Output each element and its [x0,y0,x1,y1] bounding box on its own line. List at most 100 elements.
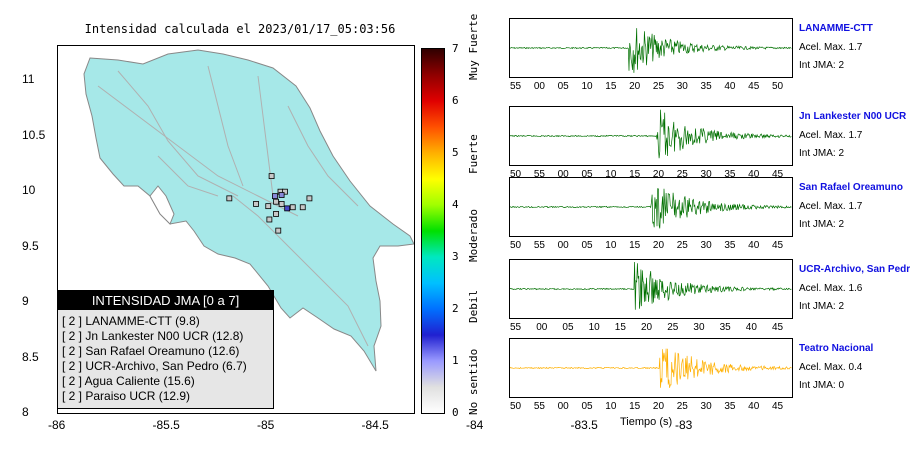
trace-time-tick: 20 [652,240,665,251]
trace-time-tick: 45 [772,240,784,251]
trace-time-tick: 10 [605,240,617,251]
station-marker [265,203,272,210]
map-y-tick: 9.5 [22,238,39,253]
costa-rica-landmass [83,49,414,372]
trace-time-tick: 45 [772,401,784,412]
seismogram-panel [509,338,793,398]
trace-time-tick: 35 [724,401,736,412]
waveform-line [509,261,792,310]
trace-time-tick: 15 [629,240,641,251]
seismogram-panel [509,177,793,237]
waveform-trace [509,188,792,229]
map-x-tick: -85 [257,418,275,432]
trace-time-tick: 50 [510,169,522,180]
station-marker [284,205,291,212]
colorbar-label-muy-fuerte: Muy Fuerte [467,13,480,80]
station-marker [226,195,233,202]
trace-time-tick: 45 [748,81,760,92]
station-jma-intensity: Int JMA: 0 [799,380,845,391]
legend-entry: [ 2 ] Agua Caliente (15.6) [62,374,195,388]
trace-time-tick: 05 [581,240,593,251]
trace-time-tick: 55 [510,322,522,333]
colorbar-label-moderado: Moderado [467,209,480,262]
seismogram-panel [509,106,793,166]
trace-time-tick: 55 [510,81,522,92]
colorbar-tick: 3 [452,250,459,263]
station-name: LANAMME-CTT [799,23,873,34]
trace-time-tick: 25 [652,81,665,92]
trace-time-tick: 55 [533,401,545,412]
trace-time-tick: 10 [581,81,593,92]
trace-time-tick: 40 [748,240,760,251]
trace-time-tick: 45 [772,322,784,333]
trace-time-tick: 45 [772,169,784,180]
trace-time-tick: 35 [724,169,736,180]
trace-time-tick: 05 [557,81,569,92]
legend-entry: [ 2 ] San Rafael Oreamuno (12.6) [62,344,240,358]
map-y-tick: 11 [22,72,35,86]
trace-time-tick: 00 [557,169,569,180]
map-y-tick: 8.5 [22,349,39,364]
station-markers [226,173,313,234]
colorbar-tick: 0 [452,406,459,419]
trace-time-tick: 00 [557,401,569,412]
intensity-colorbar [421,48,445,414]
station-marker [299,204,306,211]
station-name: Teatro Nacional [799,343,874,354]
trace-time-tick: 00 [557,240,569,251]
trace-time-tick: 30 [700,240,712,251]
station-jma-intensity: Int JMA: 2 [799,60,845,71]
map-title: Intensidad calculada el 2023/01/17_05:03… [84,22,396,36]
trace-time-tick: 10 [605,401,617,412]
station-name: UCR-Archivo, San Pedro [799,264,910,275]
intensity-legend: INTENSIDAD JMA [0 a 7] [ 2 ] LANAMME-CTT… [57,290,274,409]
map-x-tick: -84.5 [361,418,389,432]
trace-time-tick: 25 [676,240,688,251]
station-marker [273,211,279,217]
trace-time-tick: 55 [533,169,545,180]
waveform-trace [509,261,792,310]
trace-time-tick: 25 [667,322,679,333]
station-max-accel: Acel. Max. 0.4 [799,362,863,373]
nicoya-gulf [149,185,175,225]
trace-time-tick: 30 [676,81,688,92]
trace-time-tick: 00 [533,81,545,92]
colorbar-tick: 5 [452,146,459,159]
station-max-accel: Acel. Max. 1.7 [799,130,863,141]
trace-time-tick: 40 [745,322,757,333]
station-marker [278,201,285,207]
colorbar-tick: 7 [452,42,459,55]
map-x-tick: -83 [675,418,693,432]
waveform-trace [509,28,792,73]
seismogram-panel [509,259,793,319]
trace-time-tick: 35 [719,322,731,333]
map-canvas [83,49,414,372]
trace-time-tick: 25 [676,401,688,412]
trace-time-tick: 50 [510,240,522,251]
trace-time-tick: 20 [652,401,665,412]
trace-time-tick: 25 [676,169,688,180]
trace-time-tick: 05 [581,401,593,412]
station-jma-intensity: Int JMA: 2 [799,301,845,312]
trace-time-tick: 20 [641,322,653,333]
trace-time-tick: 50 [772,81,784,92]
station-marker [268,173,275,180]
trace-time-tick: 05 [562,322,574,333]
trace-time-tick: 15 [605,81,617,92]
colorbar-tick: 1 [452,354,459,367]
trace-time-tick: 35 [700,81,712,92]
station-marker [278,192,285,198]
legend-title: INTENSIDAD JMA [0 a 7] [58,291,273,310]
station-jma-intensity: Int JMA: 2 [799,148,845,159]
station-max-accel: Acel. Max. 1.7 [799,42,863,53]
waveform-line [509,348,792,388]
trace-time-tick: 40 [748,401,760,412]
station-max-accel: Acel. Max. 1.6 [799,283,863,294]
trace-time-tick: 00 [536,322,548,333]
trace-time-tick: 05 [581,169,593,180]
map-y-tick: 10.5 [22,127,46,142]
map-y-tick: 9 [22,294,29,308]
station-marker [266,216,273,223]
legend-entry: [ 2 ] LANAMME-CTT (9.8) [62,314,200,328]
station-marker [282,188,288,195]
